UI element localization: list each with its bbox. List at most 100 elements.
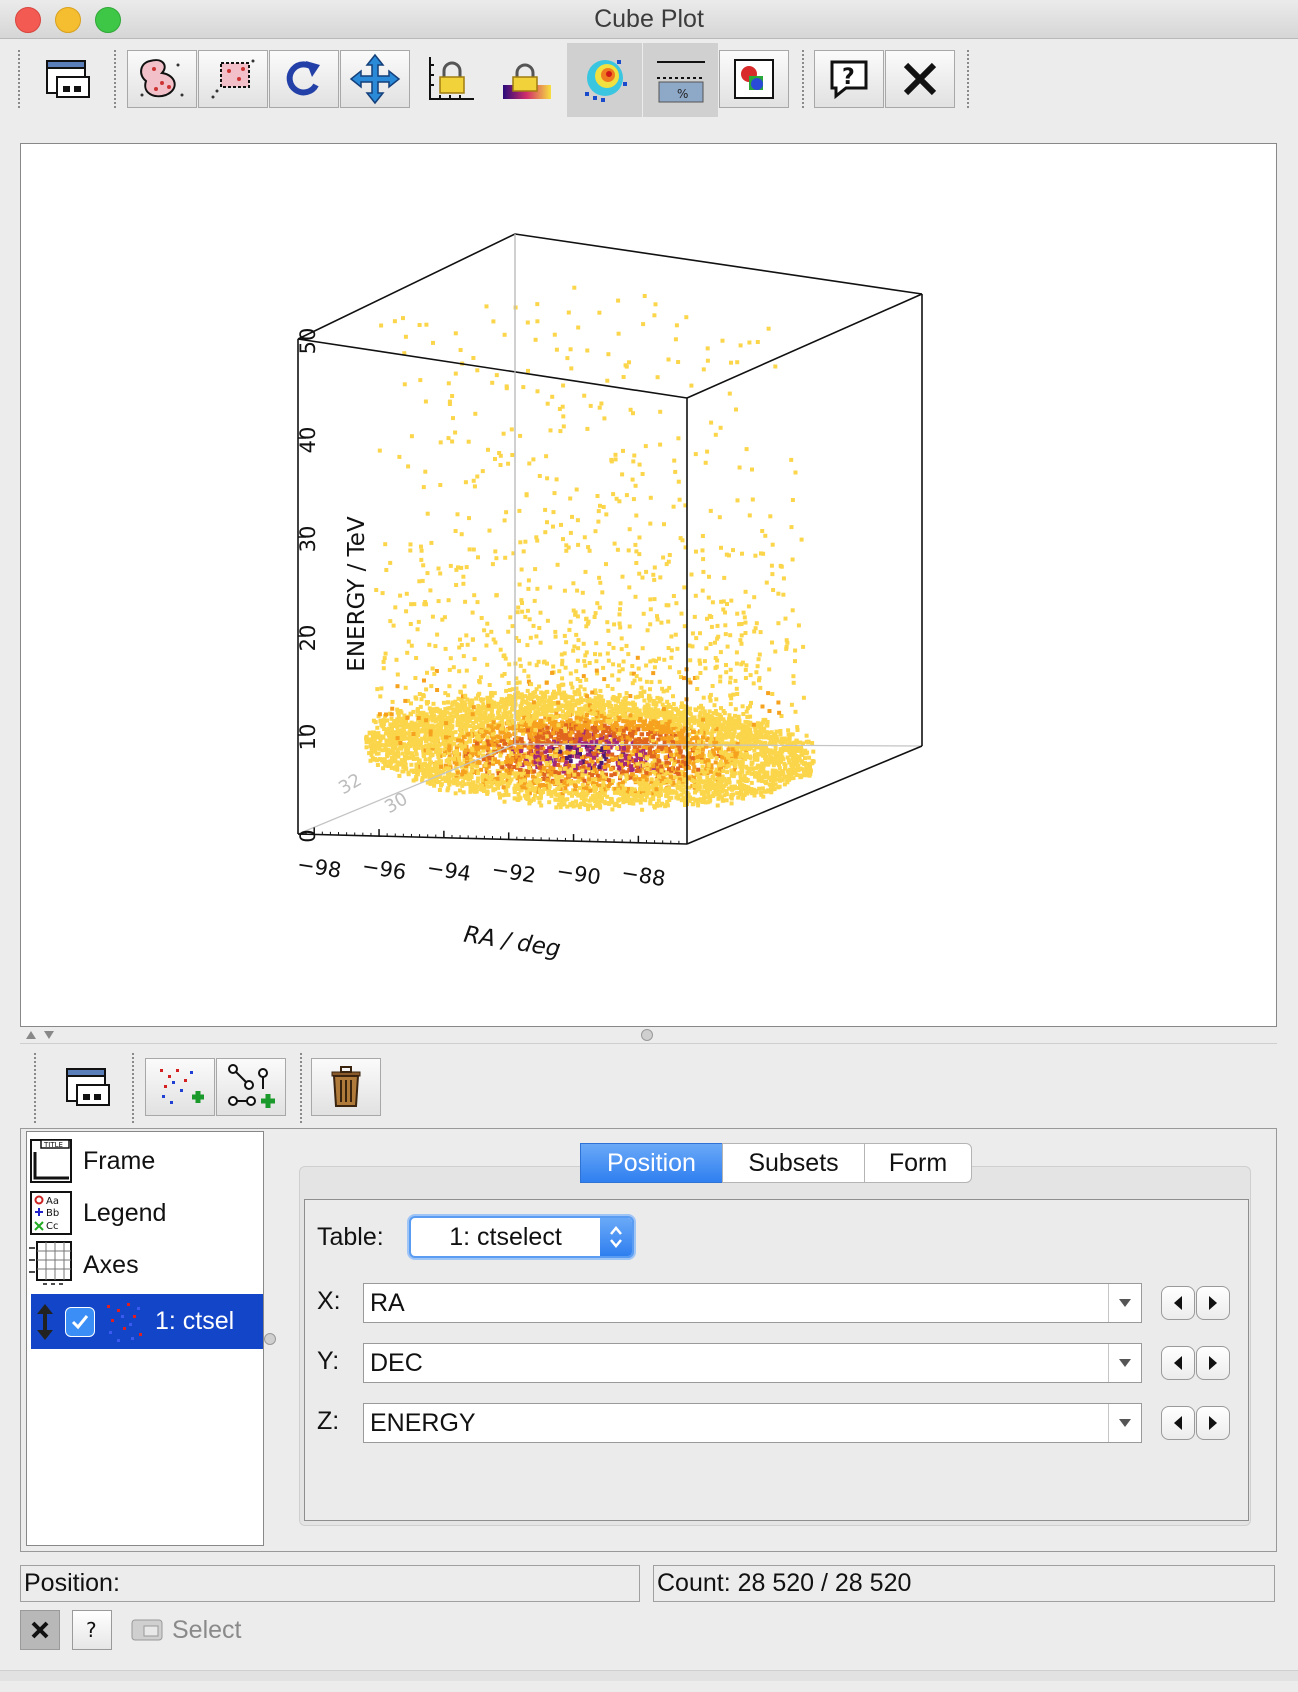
data-point: [483, 778, 488, 782]
data-point: [617, 766, 622, 771]
data-point: [535, 705, 540, 709]
title-bar: Cube Plot: [0, 0, 1298, 39]
data-point: [571, 804, 576, 809]
data-point: [521, 731, 525, 736]
lock-aux-button[interactable]: [492, 50, 562, 108]
data-point: [795, 757, 800, 761]
data-point: [378, 719, 383, 724]
data-point: [428, 752, 433, 757]
replot-button[interactable]: [269, 50, 339, 108]
data-point: [722, 776, 727, 781]
data-point: [508, 710, 513, 715]
data-point: [670, 720, 675, 725]
data-point: [558, 796, 562, 801]
data-point: [752, 793, 757, 798]
data-point: [559, 731, 564, 736]
minimize-window-button[interactable]: [55, 7, 81, 33]
data-point: [704, 795, 709, 800]
data-point: [506, 759, 511, 764]
data-point: [539, 690, 544, 695]
data-point: [537, 772, 542, 777]
data-point: [509, 713, 514, 718]
data-point: [575, 699, 580, 704]
data-point: [404, 719, 409, 724]
data-point: [570, 695, 575, 700]
data-point: [744, 751, 749, 756]
new-window-button[interactable]: [32, 50, 102, 108]
data-point: [517, 721, 521, 726]
data-point: [597, 801, 602, 806]
data-point: [447, 756, 452, 761]
data-point: [717, 763, 722, 768]
data-point: [627, 723, 632, 728]
close-plot-button[interactable]: [885, 50, 955, 108]
data-point: [449, 779, 454, 784]
data-point: [634, 708, 639, 713]
data-point: [711, 711, 716, 716]
data-point: [475, 735, 479, 740]
data-point: [585, 706, 590, 711]
help-button[interactable]: ?: [814, 50, 884, 108]
plot-panel[interactable]: 0 10 20 30 40 50 −98 −96 −94 −92 −90 −88 32 30 RA / d…: [20, 143, 1277, 1027]
data-point: [613, 712, 618, 717]
data-point: [406, 770, 411, 775]
navigate-button[interactable]: [340, 50, 410, 108]
data-point: [758, 742, 763, 747]
data-point: [414, 752, 419, 757]
data-point: [489, 708, 494, 713]
data-point: [771, 784, 776, 788]
data-point: [475, 779, 480, 784]
data-point: [415, 708, 420, 713]
data-point: [558, 767, 563, 772]
data-point: [450, 733, 455, 738]
zoom-window-button[interactable]: [95, 7, 121, 33]
data-point: [669, 774, 673, 779]
data-point: [722, 741, 727, 746]
data-point: [634, 716, 638, 721]
data-point: [655, 695, 660, 700]
data-point: [430, 718, 435, 723]
data-point: [478, 787, 483, 792]
data-point: [423, 724, 428, 729]
data-point: [702, 713, 707, 718]
data-point: [784, 774, 789, 779]
data-point: [716, 796, 721, 801]
data-point: [567, 700, 572, 705]
data-point: [702, 728, 707, 733]
data-point: [763, 745, 768, 750]
data-point: [523, 705, 528, 710]
data-point: [588, 749, 593, 754]
data-point: [729, 801, 734, 806]
data-point: [720, 738, 725, 743]
data-point: [410, 722, 414, 727]
data-point: [715, 736, 720, 741]
data-point: [657, 710, 662, 715]
aux-colour-button[interactable]: [567, 43, 642, 117]
data-point: [695, 800, 700, 805]
lock-aspect-button[interactable]: [417, 50, 487, 108]
export-button[interactable]: [719, 50, 789, 108]
data-point: [647, 771, 652, 776]
data-point: [754, 731, 759, 736]
data-point: [632, 763, 637, 768]
data-point: [514, 710, 519, 715]
data-point: [522, 700, 527, 705]
data-point: [408, 755, 413, 760]
data-point: [442, 767, 447, 772]
data-point: [538, 734, 543, 739]
data-point: [678, 749, 683, 754]
data-point: [576, 701, 581, 706]
data-point: [476, 771, 481, 776]
data-point: [641, 778, 646, 783]
aux-legend-button[interactable]: %: [643, 43, 718, 117]
close-window-button[interactable]: [15, 7, 41, 33]
data-point: [620, 707, 625, 712]
region-subset-button[interactable]: [198, 50, 268, 108]
data-point: [807, 773, 812, 778]
data-point: [549, 703, 554, 708]
data-point: [484, 789, 489, 794]
blob-subset-button[interactable]: [127, 50, 197, 108]
data-point: [460, 783, 465, 788]
data-point: [640, 694, 644, 699]
